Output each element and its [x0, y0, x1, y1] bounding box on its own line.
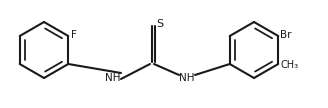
Text: Br: Br: [280, 30, 292, 40]
Text: NH: NH: [105, 73, 121, 83]
Text: NH: NH: [179, 73, 195, 83]
Text: CH₃: CH₃: [280, 60, 298, 70]
Text: S: S: [156, 19, 163, 29]
Text: F: F: [71, 30, 77, 40]
